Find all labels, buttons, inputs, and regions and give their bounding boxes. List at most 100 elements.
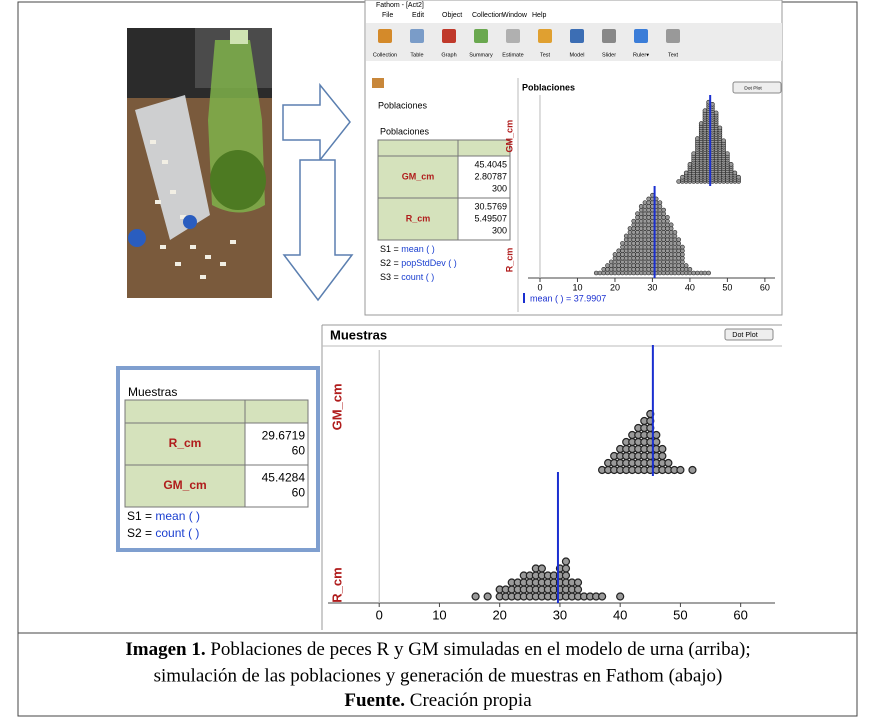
dot — [617, 593, 624, 600]
dot — [695, 271, 699, 275]
dot — [628, 241, 632, 245]
dot — [632, 234, 636, 238]
dot — [658, 252, 662, 256]
dot — [673, 271, 677, 275]
dot — [643, 267, 647, 271]
dot — [673, 264, 677, 268]
toolbar-icon[interactable] — [506, 29, 520, 43]
dot — [677, 467, 684, 474]
dot — [613, 260, 617, 264]
x-tick-label: 30 — [553, 608, 567, 623]
cell-value: 300 — [492, 225, 507, 235]
formula-function: mean ( ) — [401, 244, 435, 254]
dot — [665, 252, 669, 256]
dot — [677, 252, 681, 256]
dot — [658, 260, 662, 264]
dot — [662, 252, 666, 256]
dot — [647, 241, 651, 245]
dot — [662, 208, 666, 212]
dot — [699, 271, 703, 275]
dot — [635, 215, 639, 219]
menu-item[interactable]: Collection — [472, 12, 503, 19]
dot — [620, 241, 624, 245]
toolbar-icon[interactable] — [538, 29, 552, 43]
dot — [538, 565, 545, 572]
plot-menu-label[interactable]: Dot Plot — [732, 331, 757, 339]
dot — [725, 152, 729, 156]
dot — [613, 252, 617, 256]
cell-value: 60 — [292, 486, 306, 500]
dot — [562, 565, 569, 572]
dot — [643, 245, 647, 249]
dot — [632, 245, 636, 249]
dot — [643, 256, 647, 260]
dot — [609, 267, 613, 271]
collection-label[interactable]: Poblaciones — [378, 100, 428, 110]
toolbar-icon[interactable] — [474, 29, 488, 43]
dot — [643, 212, 647, 216]
dot — [647, 204, 651, 208]
dot — [665, 256, 669, 260]
toolbar-label[interactable]: Estimate — [502, 52, 523, 58]
dot — [684, 267, 688, 271]
dot — [635, 234, 639, 238]
toolbar-label[interactable]: Collection — [373, 52, 397, 58]
toolbar-label[interactable]: Ruler▾ — [633, 52, 649, 58]
dot — [677, 180, 681, 184]
toolbar-label[interactable]: Slider — [602, 52, 616, 58]
menu-item[interactable]: Help — [532, 12, 547, 19]
x-tick-label: 50 — [673, 608, 687, 623]
dot — [635, 264, 639, 268]
dot — [647, 212, 651, 216]
dot — [662, 271, 666, 275]
menu-item[interactable]: Window — [502, 12, 528, 19]
dot — [658, 223, 662, 227]
dot — [658, 245, 662, 249]
toolbar-label[interactable]: Table — [410, 52, 423, 58]
dot — [662, 212, 666, 216]
plot-menu-label[interactable]: Dot Plot — [744, 85, 762, 91]
toolbar-label[interactable]: Model — [570, 52, 585, 58]
dot — [688, 267, 692, 271]
toolbar-icon[interactable] — [410, 29, 424, 43]
dot — [658, 238, 662, 242]
dot — [643, 215, 647, 219]
dot — [677, 241, 681, 245]
dot — [665, 249, 669, 253]
dot — [628, 249, 632, 253]
toolbar-icon[interactable] — [442, 29, 456, 43]
collection-icon[interactable] — [372, 78, 384, 88]
toolbar-icon[interactable] — [378, 29, 392, 43]
dot — [665, 223, 669, 227]
x-tick-label: 0 — [376, 608, 383, 623]
dot — [639, 260, 643, 264]
dot — [632, 260, 636, 264]
toolbar-icon[interactable] — [634, 29, 648, 43]
dot — [643, 264, 647, 268]
dot — [562, 572, 569, 579]
toolbar-label[interactable]: Summary — [469, 52, 493, 58]
toolbar-icon[interactable] — [602, 29, 616, 43]
toolbar-label[interactable]: Graph — [441, 52, 456, 58]
dot — [662, 256, 666, 260]
dot — [632, 249, 636, 253]
toolbar-label[interactable]: Test — [540, 52, 551, 58]
dot — [628, 271, 632, 275]
dot — [703, 109, 707, 113]
menu-item[interactable]: Edit — [412, 12, 424, 19]
dot — [639, 264, 643, 268]
dot — [643, 201, 647, 205]
dot — [639, 234, 643, 238]
dot — [639, 204, 643, 208]
dot — [647, 238, 651, 242]
dot — [632, 252, 636, 256]
dot — [635, 252, 639, 256]
toolbar-icon[interactable] — [570, 29, 584, 43]
dot — [632, 223, 636, 227]
menu-item[interactable]: Object — [442, 12, 462, 19]
dot — [635, 219, 639, 223]
menu-item[interactable]: File — [382, 12, 393, 19]
toolbar-icon[interactable] — [666, 29, 680, 43]
toolbar-label[interactable]: Text — [668, 52, 679, 58]
formula-label: S2 = — [380, 258, 399, 268]
